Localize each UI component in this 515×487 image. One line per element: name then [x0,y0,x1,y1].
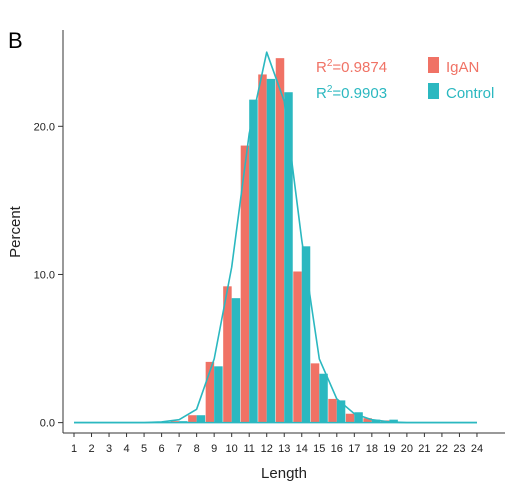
bar-control-13 [284,92,293,423]
bar-control-15 [319,373,328,423]
x-tick-label: 19 [383,443,395,455]
y-tick-label: 20.0 [34,121,55,133]
x-tick-label: 22 [436,443,448,455]
bar-igan-16 [328,398,337,423]
x-tick-label: 14 [296,443,308,455]
x-tick-label: 4 [123,443,129,455]
x-tick-label: 2 [88,443,94,455]
bar-control-11 [249,99,258,423]
x-tick-label: 16 [331,443,343,455]
bar-igan-9 [205,361,215,423]
bar-igan-10 [223,286,232,423]
x-tick-label: 23 [453,443,465,455]
bar-igan-18 [363,418,372,423]
x-tick-label: 7 [176,443,182,455]
x-tick-label: 15 [313,443,325,455]
bar-igan-8 [188,415,197,423]
x-tick-label: 11 [243,443,254,455]
fit-line-group [74,51,477,424]
x-tick-label: 6 [159,443,165,455]
x-tick-label: 13 [278,443,290,455]
bar-igan-15 [310,363,320,423]
bar-control-19 [389,419,398,423]
y-ticks: 0.0 10.0 20.0 [34,121,63,430]
r2-label-igan: R2=0.9874 [316,58,387,76]
bar-igan-14 [293,271,302,423]
x-tick-label: 5 [141,443,147,455]
bar-control-12 [266,78,276,423]
x-tick-label: 18 [366,443,378,455]
bar-igan-13 [275,58,285,423]
bar-control-18 [371,419,381,423]
legend-label-control: Control [446,85,494,102]
bar-control-17 [354,412,363,423]
bar-igan-12 [258,74,267,423]
y-axis-label: Percent [7,205,24,258]
x-tick-label: 3 [106,443,112,455]
bar-control-16 [336,400,346,423]
legend: R2=0.9874 IgAN R2=0.9903 Control [316,57,494,102]
x-tick-label: 21 [418,443,430,455]
x-tick-label: 8 [194,443,200,455]
x-ticks: 1 2 3 4 5 6 7 8 9 10 11 12 13 14 15 16 17 18 19 20 21 22 23 24 [71,433,483,455]
bars [170,58,398,423]
bar-control-14 [301,246,311,423]
fit-line-control [74,51,477,424]
x-axis-label: Length [261,465,307,482]
x-tick-label: 9 [211,443,217,455]
legend-swatch-control [428,83,439,99]
bar-control-9 [214,366,223,423]
x-tick-label: 17 [348,443,360,455]
x-tick-label: 24 [471,443,483,455]
bar-control-8 [196,415,206,423]
x-tick-label: 1 [71,443,77,455]
bar-igan-11 [240,145,250,423]
legend-swatch-igan [428,57,439,73]
bar-igan-17 [345,413,355,423]
r2-label-control: R2=0.9903 [316,84,387,102]
y-tick-label: 0.0 [40,418,55,430]
legend-label-igan: IgAN [446,59,479,76]
bar-control-10 [231,298,241,423]
x-tick-label: 12 [261,443,273,455]
x-tick-label: 20 [401,443,413,455]
x-tick-label: 10 [226,443,238,455]
y-tick-label: 10.0 [34,269,55,281]
panel-label: B [8,28,23,53]
